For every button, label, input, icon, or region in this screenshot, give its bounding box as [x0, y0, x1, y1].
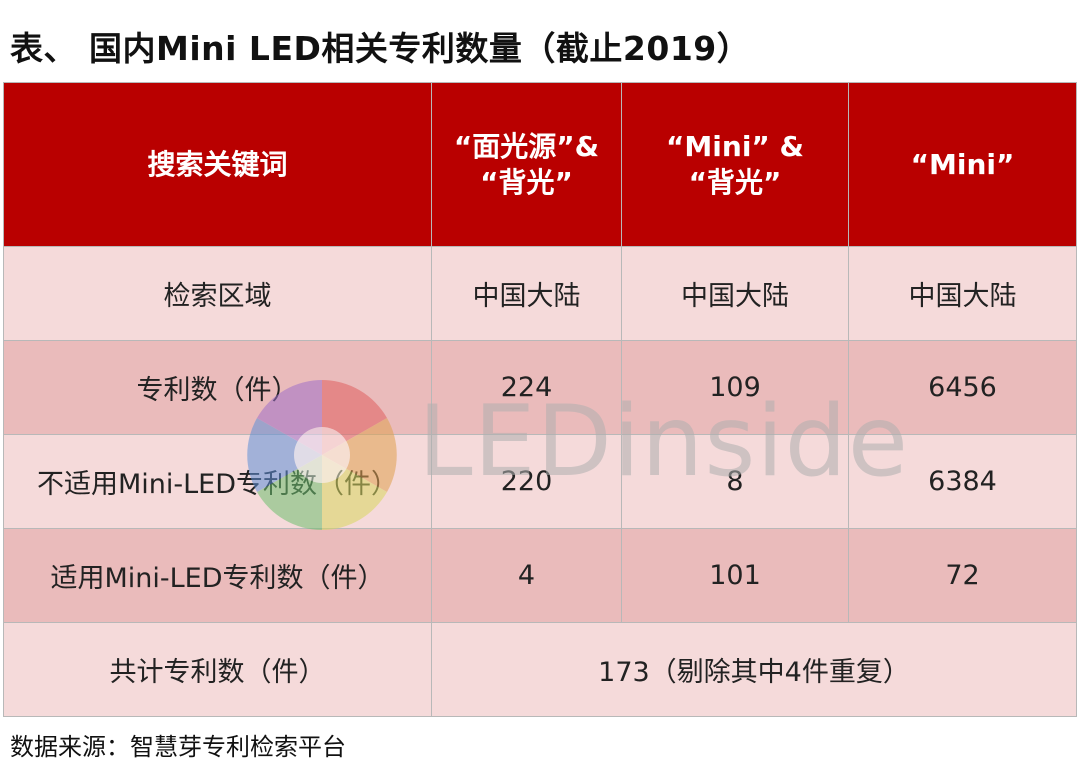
header-col-1-line-1: “面光源”& [453, 129, 600, 163]
table-row: 不适用Mini-LED专利数（件） 220 8 6384 [3, 434, 1077, 529]
header-keyword: 搜索关键词 [3, 82, 432, 247]
table-row: 适用Mini-LED专利数（件） 4 101 72 [3, 528, 1077, 623]
table-cell: 101 [621, 528, 849, 623]
table-cell: 6456 [848, 340, 1077, 435]
header-col-2: “Mini” & “背光” [621, 82, 849, 247]
row-label: 不适用Mini-LED专利数（件） [3, 434, 432, 529]
header-col-2-line-1: “Mini” & [666, 129, 804, 163]
row-label: 适用Mini-LED专利数（件） [3, 528, 432, 623]
table-cell: 72 [848, 528, 1077, 623]
table-cell: 109 [621, 340, 849, 435]
table-cell: 4 [431, 528, 622, 623]
table-cell: 220 [431, 434, 622, 529]
table-header-row: 搜索关键词 “面光源”& “背光” “Mini” & “背光” “Mini” [3, 82, 1077, 247]
row-label: 检索区域 [3, 246, 432, 341]
header-col-1-line-2: “背光” [480, 165, 573, 199]
total-value: 173（剔除其中4件重复） [431, 622, 1077, 717]
table-cell: 中国大陆 [431, 246, 622, 341]
table-cell: 中国大陆 [621, 246, 849, 341]
table-cell: 6384 [848, 434, 1077, 529]
header-col-2-line-2: “背光” [688, 165, 782, 199]
table-cell: 中国大陆 [848, 246, 1077, 341]
table-row: 检索区域 中国大陆 中国大陆 中国大陆 [3, 246, 1077, 341]
header-col-3: “Mini” [848, 82, 1077, 247]
table-row: 专利数（件） 224 109 6456 [3, 340, 1077, 435]
header-col-1: “面光源”& “背光” [431, 82, 622, 247]
data-source: 数据来源：智慧芽专利检索平台 [10, 733, 346, 761]
table-total-row: 共计专利数（件） 173（剔除其中4件重复） [3, 622, 1077, 717]
table-cell: 8 [621, 434, 849, 529]
table-cell: 224 [431, 340, 622, 435]
patent-table: 搜索关键词 “面光源”& “背光” “Mini” & “背光” “Mini” 检… [3, 82, 1077, 717]
row-label: 专利数（件） [3, 340, 432, 435]
total-label: 共计专利数（件） [3, 622, 432, 717]
page-title: 表、 国内Mini LED相关专利数量（截止2019） [10, 29, 751, 68]
